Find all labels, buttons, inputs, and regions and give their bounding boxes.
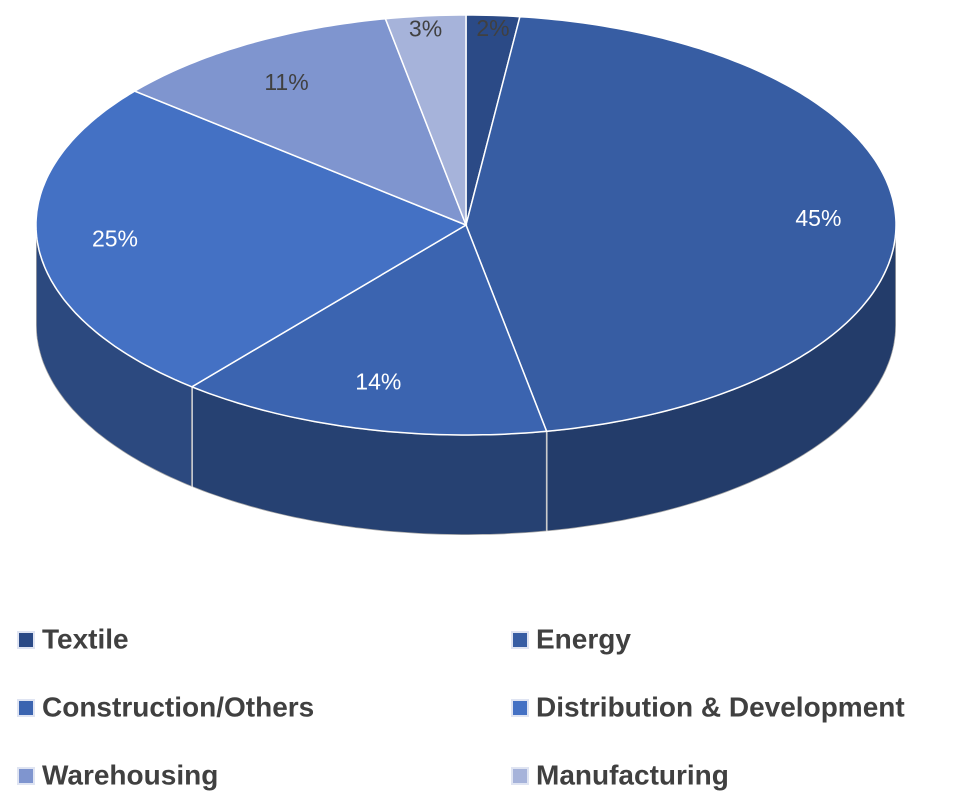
pie-slice (384, 14, 467, 226)
data-label: 14% (355, 369, 401, 395)
legend-swatch (511, 767, 529, 785)
legend-swatch (511, 631, 529, 649)
side-shade (191, 386, 547, 535)
data-label: 3% (409, 16, 442, 42)
data-label: 25% (92, 225, 138, 251)
legend-swatch (511, 699, 529, 717)
pie-slice (465, 15, 897, 433)
side-shade (546, 225, 896, 532)
data-label: 45% (795, 205, 841, 231)
legend-label: Construction/Others (42, 691, 314, 722)
data-label: 2% (476, 15, 509, 41)
legend-label: Distribution & Development (536, 691, 905, 722)
pie-slice (35, 90, 468, 388)
legend-label: Textile (42, 623, 129, 654)
legend-swatch (17, 631, 35, 649)
pie-slice (190, 223, 548, 436)
legend-label: Manufacturing (536, 759, 729, 790)
side-shade (36, 225, 192, 487)
data-label: 11% (264, 69, 308, 95)
pie-slice (132, 17, 468, 227)
legend-swatch (17, 699, 35, 717)
legend-label: Energy (536, 623, 631, 654)
legend-label: Warehousing (42, 759, 218, 790)
legend-swatch (17, 767, 35, 785)
